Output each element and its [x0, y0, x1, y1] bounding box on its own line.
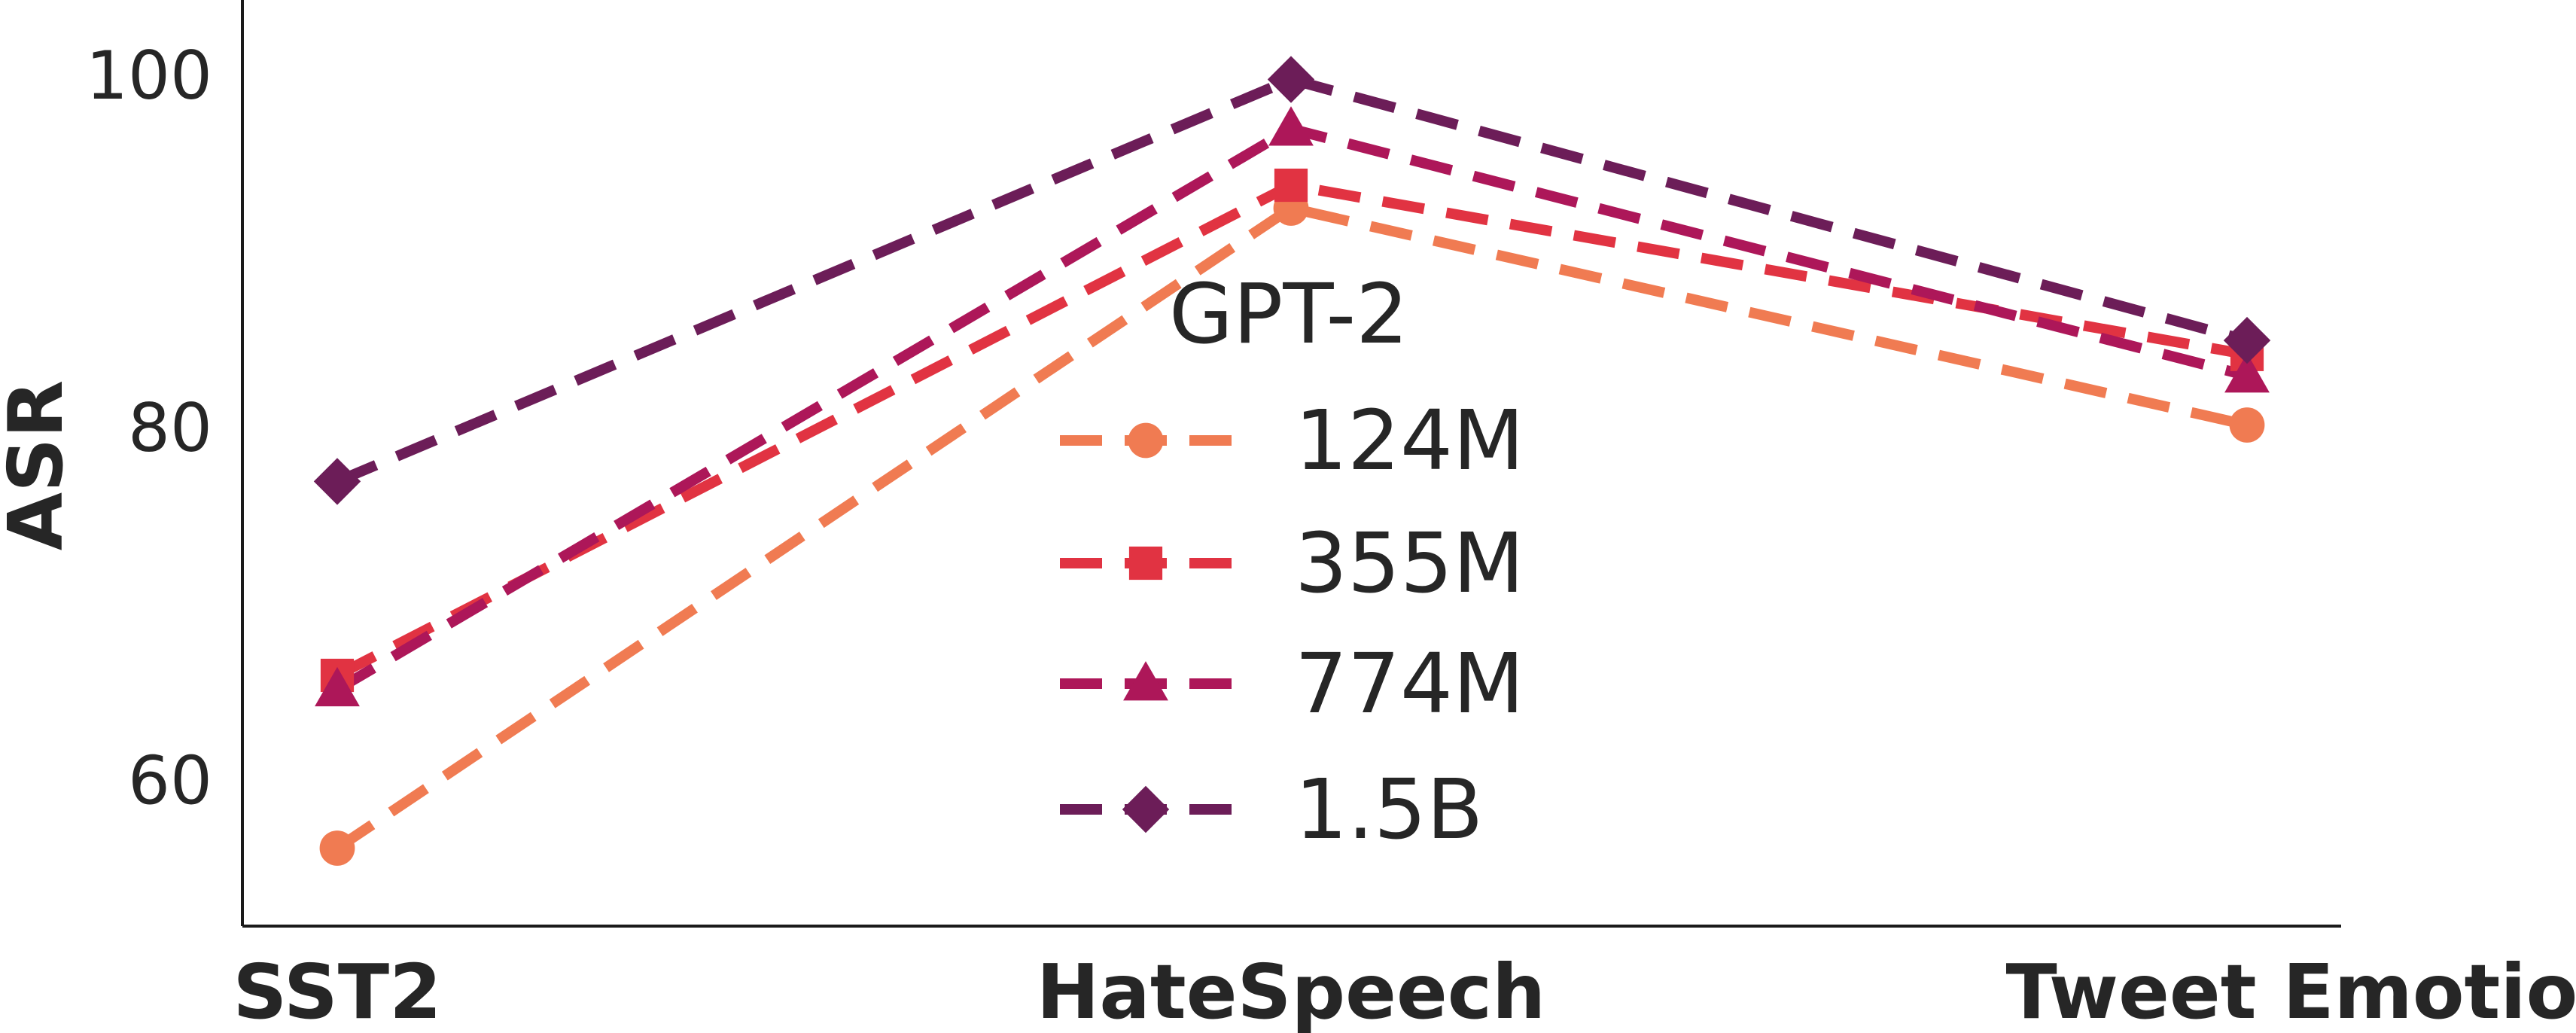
legend-item-355M: 355M: [1060, 515, 1524, 611]
data-point-774M-Tweet Emotion: [2224, 353, 2270, 393]
legend-item-774M: 774M: [1060, 635, 1524, 732]
legend-label: 124M: [1295, 392, 1524, 489]
legend-label: 1.5B: [1295, 761, 1483, 858]
legend-swatch-marker: [1128, 422, 1164, 459]
data-point-774M-HateSpeech: [1268, 106, 1314, 146]
data-point-1.5B-Tweet Emotion: [2223, 316, 2271, 364]
legend-label: 774M: [1295, 635, 1524, 732]
data-point-1.5B-HateSpeech: [1267, 56, 1315, 103]
x-tick-labels: SST2 HateSpeech Tweet Emotion: [233, 948, 2576, 1033]
legend-item-124M: 124M: [1060, 392, 1524, 489]
data-point-1.5B-SST2: [313, 458, 361, 505]
legend-label: 355M: [1295, 515, 1524, 611]
legend-swatch-marker: [1123, 661, 1168, 701]
legend-swatch-marker: [1128, 546, 1163, 580]
legend-title: GPT-2: [1169, 266, 1408, 362]
data-point-355M-HateSpeech: [1274, 168, 1308, 203]
y-tick-label: 60: [128, 742, 212, 820]
series-markers: [313, 56, 2271, 866]
legend-swatch-marker: [1122, 785, 1170, 833]
data-point-124M-Tweet Emotion: [2229, 407, 2265, 443]
data-point-124M-SST2: [319, 830, 355, 866]
x-tick-label: HateSpeech: [1037, 948, 1546, 1033]
y-axis-title: ASR: [0, 380, 80, 550]
y-tick-labels: 60 80 100: [86, 37, 212, 820]
data-point-774M-SST2: [315, 666, 360, 707]
y-tick-label: 80: [128, 389, 212, 467]
x-tick-label: Tweet Emotion: [2005, 948, 2576, 1033]
legend-item-1.5B: 1.5B: [1060, 761, 1483, 858]
y-tick-label: 100: [86, 37, 212, 114]
series-line-1.5B: [335, 74, 2249, 486]
x-tick-label: SST2: [233, 948, 441, 1033]
legend-items: 124M 355M 774M 1.5B: [1060, 392, 1524, 858]
series-line-355M: [334, 179, 2249, 681]
legend: GPT-2 124M 355M 774M 1.5B: [1060, 266, 1524, 858]
